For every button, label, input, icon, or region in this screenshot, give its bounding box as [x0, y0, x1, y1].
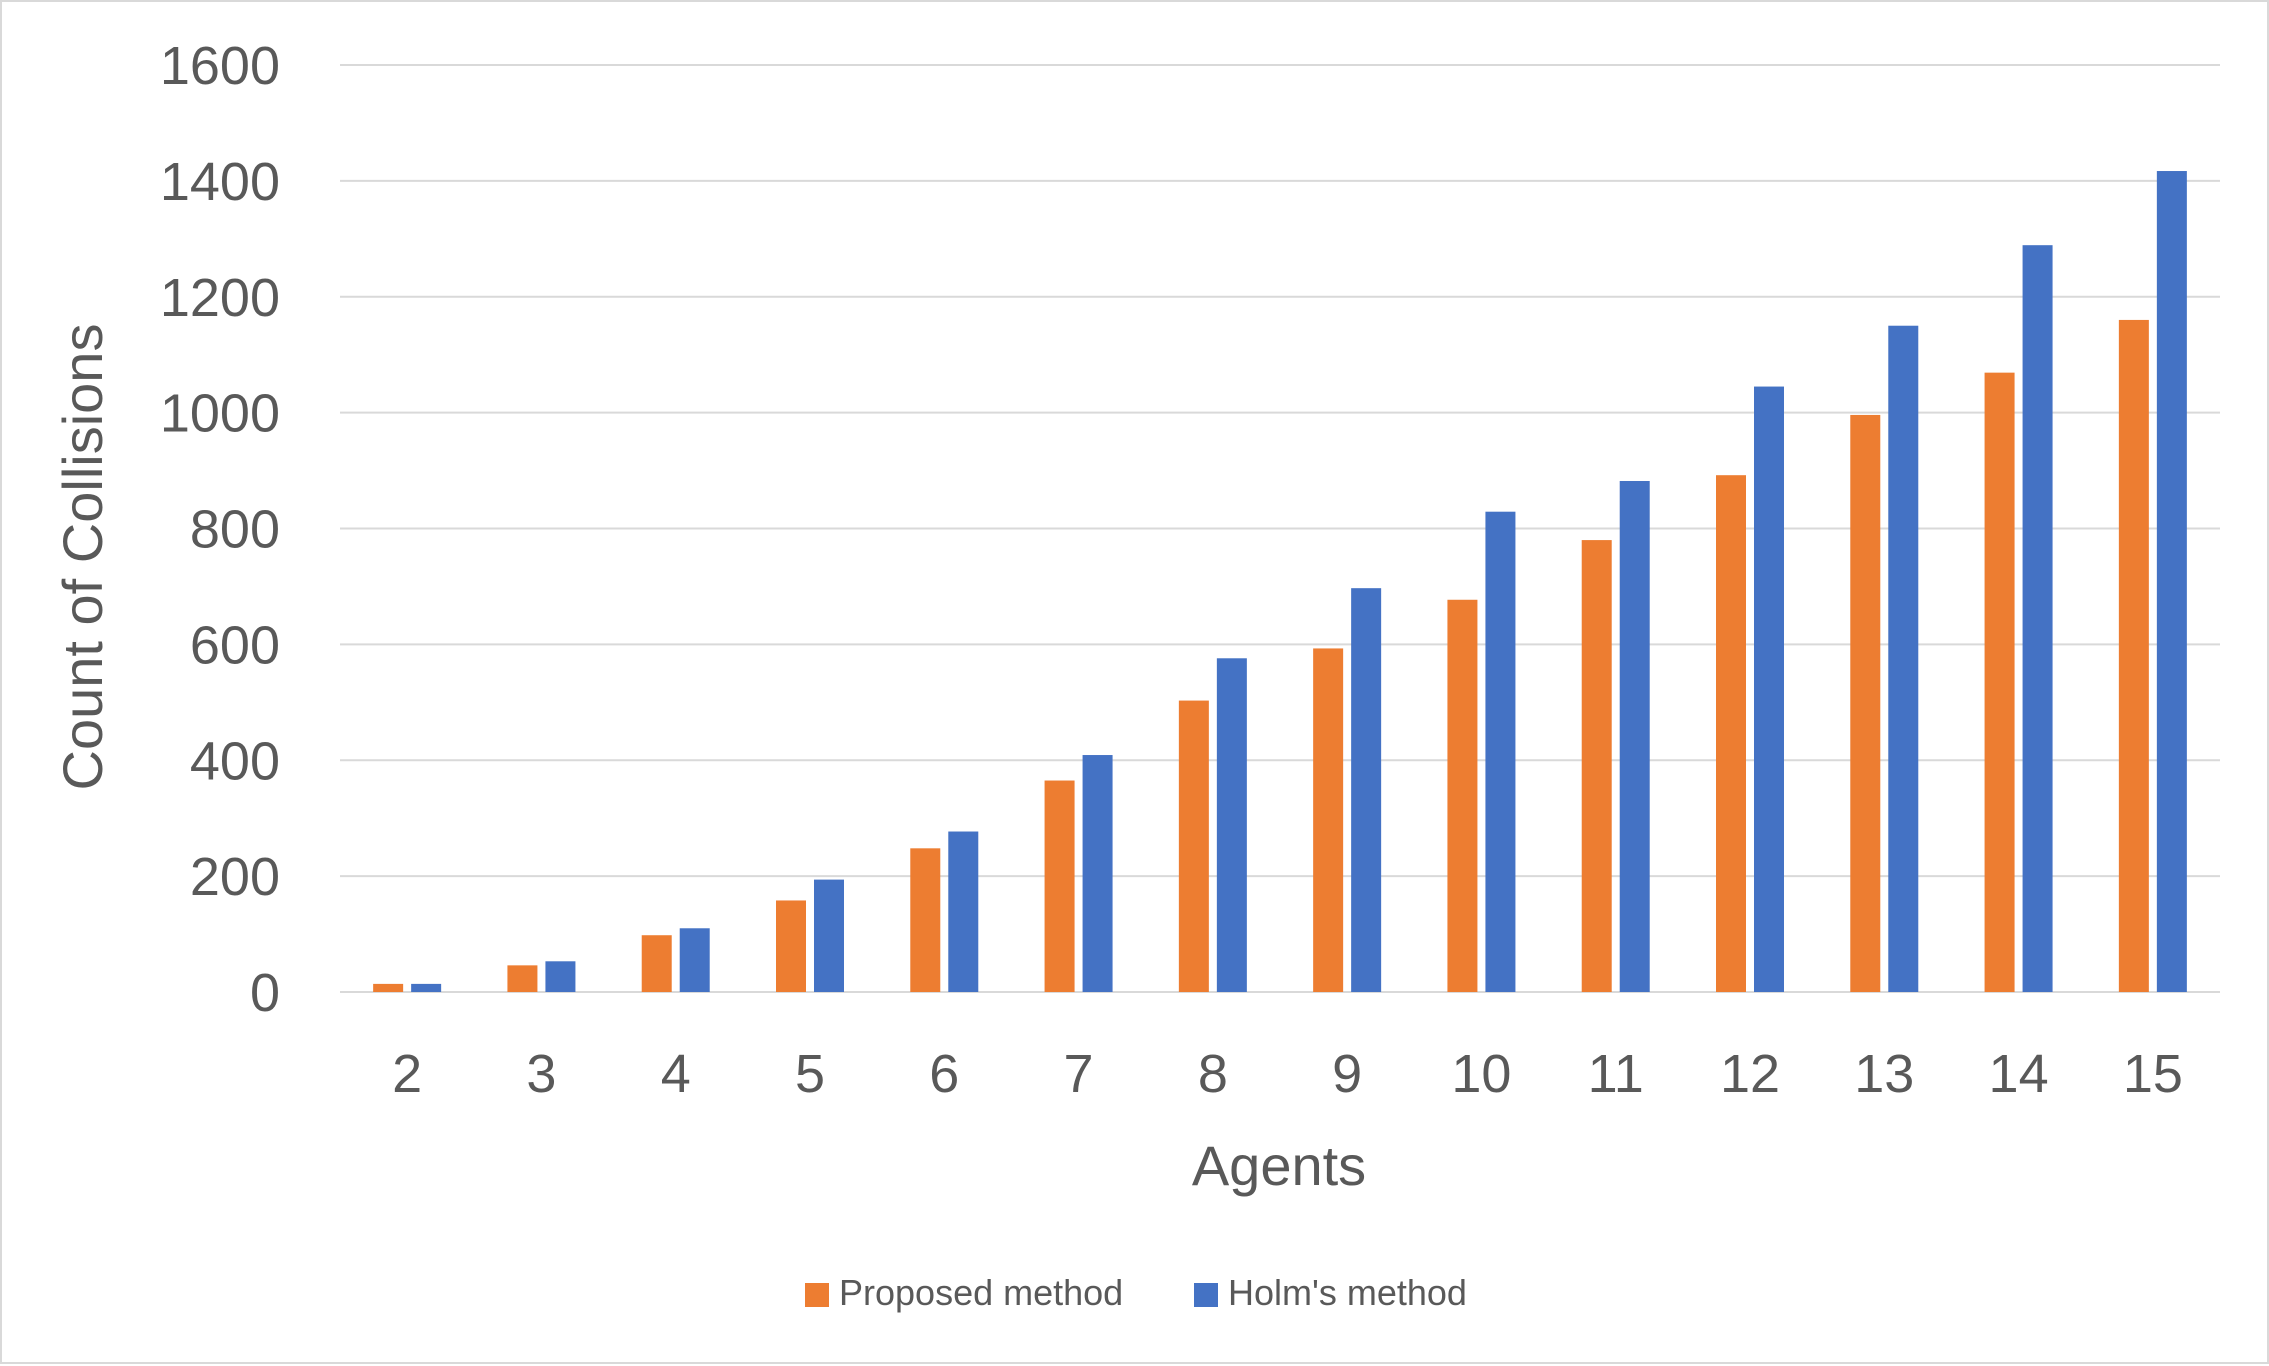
- bar-holm-13: [1888, 325, 1919, 992]
- legend-label: Proposed method: [839, 1272, 1123, 1313]
- bar-holm-10: [1485, 511, 1516, 992]
- y-tick-label: 1200: [160, 268, 280, 328]
- bar-proposed-3: [507, 965, 538, 992]
- bar-proposed-15: [2118, 319, 2149, 992]
- y-tick-label: 200: [190, 847, 280, 907]
- bar-proposed-10: [1447, 599, 1478, 992]
- x-tick-label: 12: [1720, 1044, 1780, 1104]
- x-tick-label: 4: [661, 1044, 691, 1104]
- bar-proposed-7: [1044, 780, 1075, 992]
- y-tick-label: 1000: [160, 384, 280, 444]
- y-tick-label: 800: [190, 500, 280, 560]
- bar-holm-8: [1216, 658, 1247, 992]
- legend-item: Holm's method: [1194, 1272, 1467, 1313]
- bar-holm-15: [2156, 171, 2187, 992]
- legend-swatch: [1194, 1283, 1218, 1307]
- x-tick-label: 5: [795, 1044, 825, 1104]
- x-tick-label: 15: [2123, 1044, 2183, 1104]
- bar-holm-2: [411, 983, 442, 992]
- x-tick-label: 9: [1332, 1044, 1362, 1104]
- bar-holm-7: [1082, 755, 1113, 992]
- bar-proposed-14: [1984, 372, 2015, 992]
- y-tick-label: 400: [190, 731, 280, 791]
- bar-proposed-12: [1716, 475, 1746, 992]
- y-axis-title: Count of Collisions: [51, 324, 114, 791]
- legend-label: Holm's method: [1228, 1272, 1467, 1313]
- bar-holm-11: [1619, 480, 1650, 992]
- bar-holm-5: [814, 879, 844, 992]
- bar-holm-6: [948, 831, 979, 992]
- x-tick-label: 14: [1989, 1044, 2049, 1104]
- legend-swatch: [805, 1283, 829, 1307]
- bar-proposed-2: [373, 983, 404, 992]
- x-axis-tick-labels: 2 3 4 5 6 7 8 9 10 11 12 13 14 15: [392, 1044, 2183, 1104]
- bar-proposed-8: [1178, 700, 1209, 992]
- bar-proposed-13: [1850, 414, 1881, 992]
- bar-proposed-6: [910, 848, 941, 992]
- x-tick-label: 7: [1064, 1044, 1094, 1104]
- y-tick-label: 0: [250, 963, 280, 1023]
- x-tick-label: 8: [1198, 1044, 1228, 1104]
- legend: Proposed method Holm's method: [805, 1272, 1467, 1313]
- x-tick-label: 13: [1854, 1044, 1914, 1104]
- bar-holm-9: [1351, 588, 1382, 992]
- x-tick-label: 11: [1588, 1044, 1644, 1104]
- x-tick-label: 2: [392, 1044, 422, 1104]
- y-tick-label: 1400: [160, 152, 280, 212]
- bar-proposed-9: [1313, 648, 1344, 992]
- bar-holm-3: [545, 961, 576, 992]
- y-tick-label: 1600: [160, 36, 280, 96]
- x-tick-label: 10: [1451, 1044, 1511, 1104]
- bar-holm-4: [679, 928, 710, 992]
- bar-holm-12: [1754, 386, 1784, 993]
- y-axis-tick-labels: 0 200 400 600 800 1000 1200 1400 1600: [160, 36, 280, 1023]
- x-axis-title: Agents: [1192, 1134, 1366, 1197]
- bar-proposed-5: [776, 900, 806, 992]
- y-tick-label: 600: [190, 615, 280, 675]
- bar-holm-14: [2022, 245, 2053, 993]
- x-tick-label: 6: [929, 1044, 959, 1104]
- bars: [373, 171, 2187, 993]
- gridlines: [340, 64, 2220, 993]
- x-tick-label: 3: [526, 1044, 556, 1104]
- legend-item: Proposed method: [805, 1272, 1123, 1313]
- bar-proposed-11: [1581, 540, 1612, 992]
- bar-proposed-4: [641, 935, 672, 992]
